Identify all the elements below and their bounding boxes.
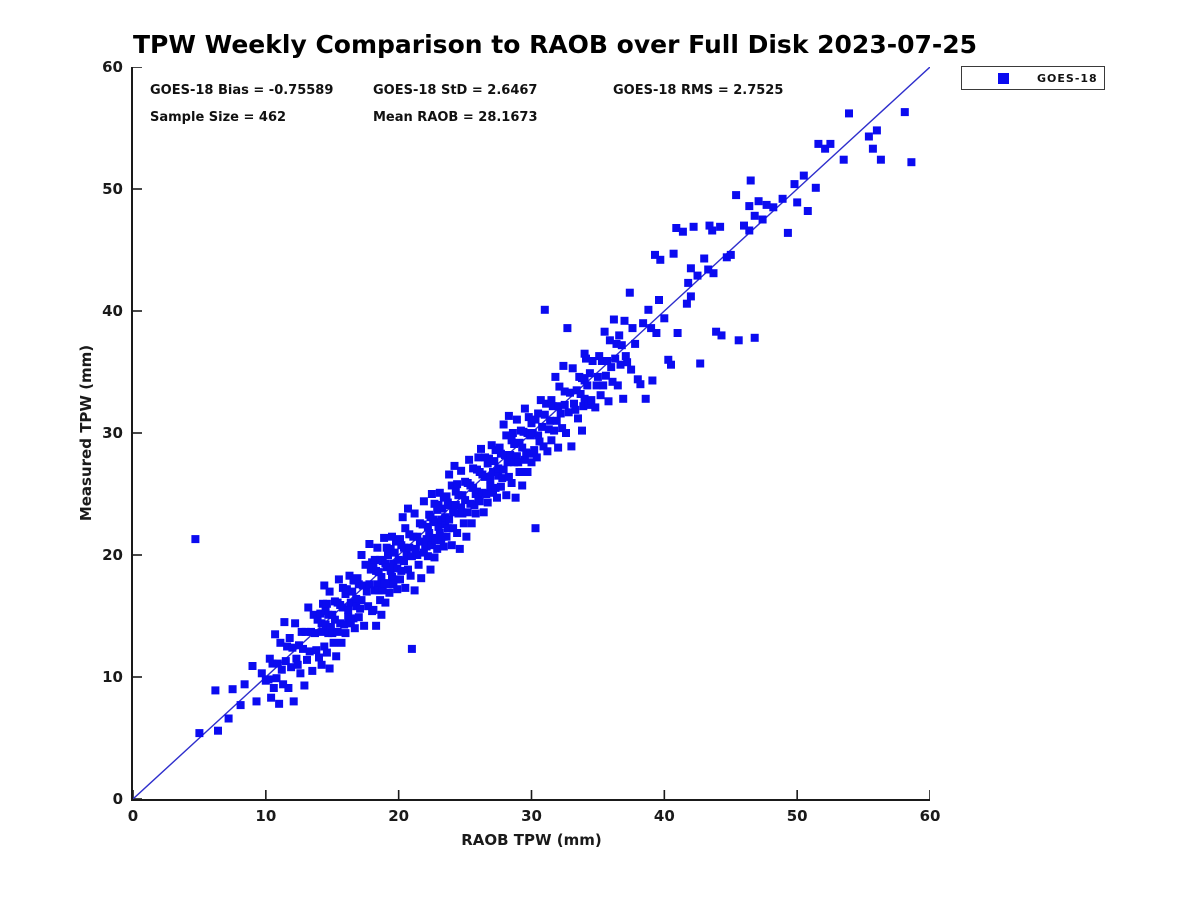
x-tick-label: 60 (919, 807, 941, 825)
y-tick-label: 40 (102, 302, 123, 320)
plot-area (131, 67, 930, 801)
y-tick-label: 0 (112, 790, 123, 808)
y-tick-label: 60 (102, 58, 123, 76)
stat-mean-raob: Mean RAOB = 28.1673 (373, 110, 538, 125)
scatter-series-GOES-18 (191, 108, 916, 738)
y-tick-label: 30 (102, 424, 123, 442)
x-tick-label: 50 (786, 807, 808, 825)
x-tick-label: 40 (653, 807, 675, 825)
legend-marker-icon (998, 72, 1009, 84)
y-tick-label: 20 (102, 546, 123, 564)
chart-title: TPW Weekly Comparison to RAOB over Full … (133, 30, 978, 59)
y-axis-label: Measured TPW (mm) (77, 344, 95, 522)
x-tick-label: 30 (521, 807, 542, 825)
stat-sample-size: Sample Size = 462 (150, 110, 287, 125)
stat-rms: GOES-18 RMS = 2.7525 (613, 83, 784, 98)
x-tick-label: 0 (127, 807, 139, 825)
scatter-plot-svg (133, 67, 930, 799)
x-tick-label: 10 (255, 807, 277, 825)
stat-std: GOES-18 StD = 2.6467 (373, 83, 538, 98)
stat-bias: GOES-18 Bias = -0.75589 (150, 83, 334, 98)
y-tick-label: 50 (102, 180, 123, 198)
x-axis-label: RAOB TPW (mm) (461, 831, 602, 849)
y-tick-label: 10 (102, 668, 123, 686)
legend: GOES-18 (961, 66, 1105, 90)
legend-label: GOES-18 (1037, 71, 1098, 85)
x-tick-label: 20 (388, 807, 410, 825)
